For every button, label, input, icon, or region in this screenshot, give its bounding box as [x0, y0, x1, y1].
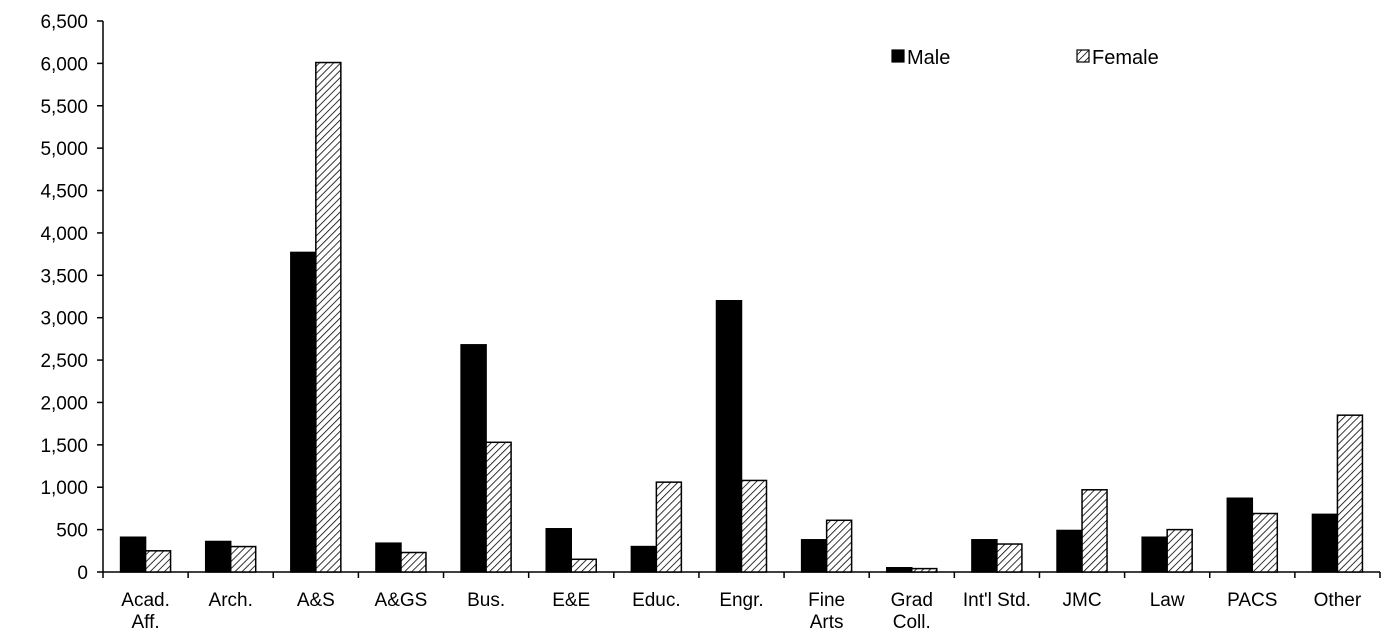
x-tick-label: Arch. [209, 590, 253, 611]
y-tick-label: 2,000 [40, 393, 88, 414]
y-tick-label: 3,000 [40, 309, 88, 330]
x-tick-label: Grad Coll. [891, 590, 933, 633]
y-tick-label: 4,500 [40, 182, 88, 203]
bars [119, 61, 1364, 573]
female-bar [400, 551, 427, 573]
y-tick-label: 1,500 [40, 436, 88, 457]
female-bar [229, 545, 257, 573]
male-bar [715, 299, 743, 573]
female-bar [911, 567, 938, 573]
female-bar [1081, 489, 1108, 573]
x-tick-label: Bus. [467, 590, 505, 611]
legend-label: Male [907, 47, 950, 69]
x-tick-label: Fine Arts [808, 590, 845, 633]
x-tick-label: E&E [552, 590, 590, 611]
female-bar [1336, 414, 1364, 573]
male-bar [545, 528, 572, 573]
legend: Male Female [891, 47, 1159, 69]
y-tick-label: 0 [77, 563, 88, 584]
male-bar [1311, 513, 1339, 573]
y-tick-label: 6,000 [40, 54, 88, 75]
x-tick-label: Other [1314, 590, 1362, 611]
x-tick-label: PACS [1227, 590, 1277, 611]
male-bar [1226, 497, 1254, 573]
y-tick-label: 6,500 [40, 12, 88, 33]
legend-swatch [1076, 49, 1090, 63]
male-bar [290, 251, 317, 573]
legend-swatch [891, 49, 905, 63]
y-tick-label: 4,000 [40, 224, 88, 245]
male-bar [886, 567, 913, 573]
x-tick-label: Law [1150, 590, 1185, 611]
female-bar [996, 543, 1023, 573]
x-tick-label: Acad. Aff. [121, 590, 170, 633]
male-bar [1056, 529, 1083, 573]
female-bar [144, 550, 172, 573]
y-tick-label: 500 [56, 521, 88, 542]
male-bar [375, 542, 402, 573]
y-tick-label: 5,000 [40, 139, 88, 160]
x-tick-label: Int'l Std. [963, 590, 1031, 611]
y-axis: 0 500 1,000 1,500 2,000 2,500 3,000 3,500 4,000 4… [40, 12, 104, 584]
male-bar [630, 545, 658, 573]
male-bar [1141, 536, 1168, 573]
male-bar [460, 344, 487, 573]
female-bar [1166, 528, 1193, 573]
female-bar [485, 441, 512, 573]
y-tick-label: 1,000 [40, 478, 88, 499]
female-bar [315, 61, 342, 573]
female-bar [825, 519, 853, 573]
male-bar [800, 539, 828, 573]
female-bar [740, 479, 768, 573]
legend-label: Female [1092, 47, 1159, 69]
x-tick-label: Educ. [632, 590, 681, 611]
male-bar [119, 536, 147, 573]
y-tick-label: 2,500 [40, 351, 88, 372]
female-bar [570, 558, 597, 573]
y-tick-label: 3,500 [40, 266, 88, 287]
y-tick-label: 5,500 [40, 97, 88, 118]
x-tick-label: JMC [1063, 590, 1102, 611]
x-tick-label: A&GS [375, 590, 428, 611]
x-axis: Acad. Aff. Arch. A&S A&GS Bus. E&E Educ. Engr. Fi… [102, 571, 1381, 633]
female-bar [1251, 512, 1279, 573]
male-bar [971, 539, 998, 573]
x-tick-label: A&S [297, 590, 335, 611]
female-bar [655, 481, 683, 573]
x-tick-label: Engr. [719, 590, 763, 611]
male-bar [204, 540, 232, 573]
